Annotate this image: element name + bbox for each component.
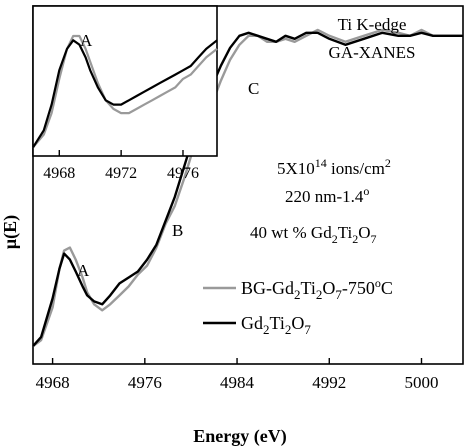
point-label-b: B bbox=[172, 221, 183, 240]
inset-label-a: A bbox=[80, 31, 93, 50]
x-tick-label-5000: 5000 bbox=[404, 373, 438, 392]
x-axis-title: Energy (eV) bbox=[193, 426, 286, 447]
inset-series-group bbox=[32, 34, 218, 149]
y-axis-title: μ(E) bbox=[0, 215, 21, 249]
plot-frame bbox=[32, 5, 464, 365]
legend-label-bg: BG-Gd2Ti2O7-750oC bbox=[241, 276, 393, 302]
legend: BG-Gd2Ti2O7-750oC Gd2Ti2O7 bbox=[203, 276, 393, 337]
x-tick-label-4992: 4992 bbox=[312, 373, 346, 392]
x-tick-label-4984: 4984 bbox=[220, 373, 255, 392]
inset-x-axis-ticks: 4968 4972 4976 bbox=[43, 150, 199, 182]
x-tick-label-4968: 4968 bbox=[36, 373, 70, 392]
annotation-title-2: GA-XANES bbox=[329, 43, 416, 62]
point-label-c: C bbox=[248, 79, 259, 98]
annotation-fluence: 5X1014 ions/cm2 bbox=[277, 156, 391, 178]
annotation-concentration: 40 wt % Gd2Ti2O7 bbox=[250, 223, 377, 246]
x-tick-label-4976: 4976 bbox=[128, 373, 162, 392]
point-label-a: A bbox=[77, 261, 90, 280]
legend-label-pristine: Gd2Ti2O7 bbox=[241, 313, 311, 337]
inset-frame bbox=[32, 5, 218, 157]
inset-x-tick-label-4976: 4976 bbox=[167, 165, 199, 182]
annotation-title-1: Ti K-edge bbox=[338, 15, 407, 34]
inset-x-series-line-pristine bbox=[32, 39, 218, 148]
inset-x-tick-label-4972: 4972 bbox=[105, 165, 137, 182]
inset-x-tick-label-4968: 4968 bbox=[43, 165, 75, 182]
x-axis-ticks: 4968 4976 4984 4992 5000 bbox=[36, 358, 438, 392]
annotation-depth-angle: 220 nm-1.4o bbox=[285, 184, 369, 206]
